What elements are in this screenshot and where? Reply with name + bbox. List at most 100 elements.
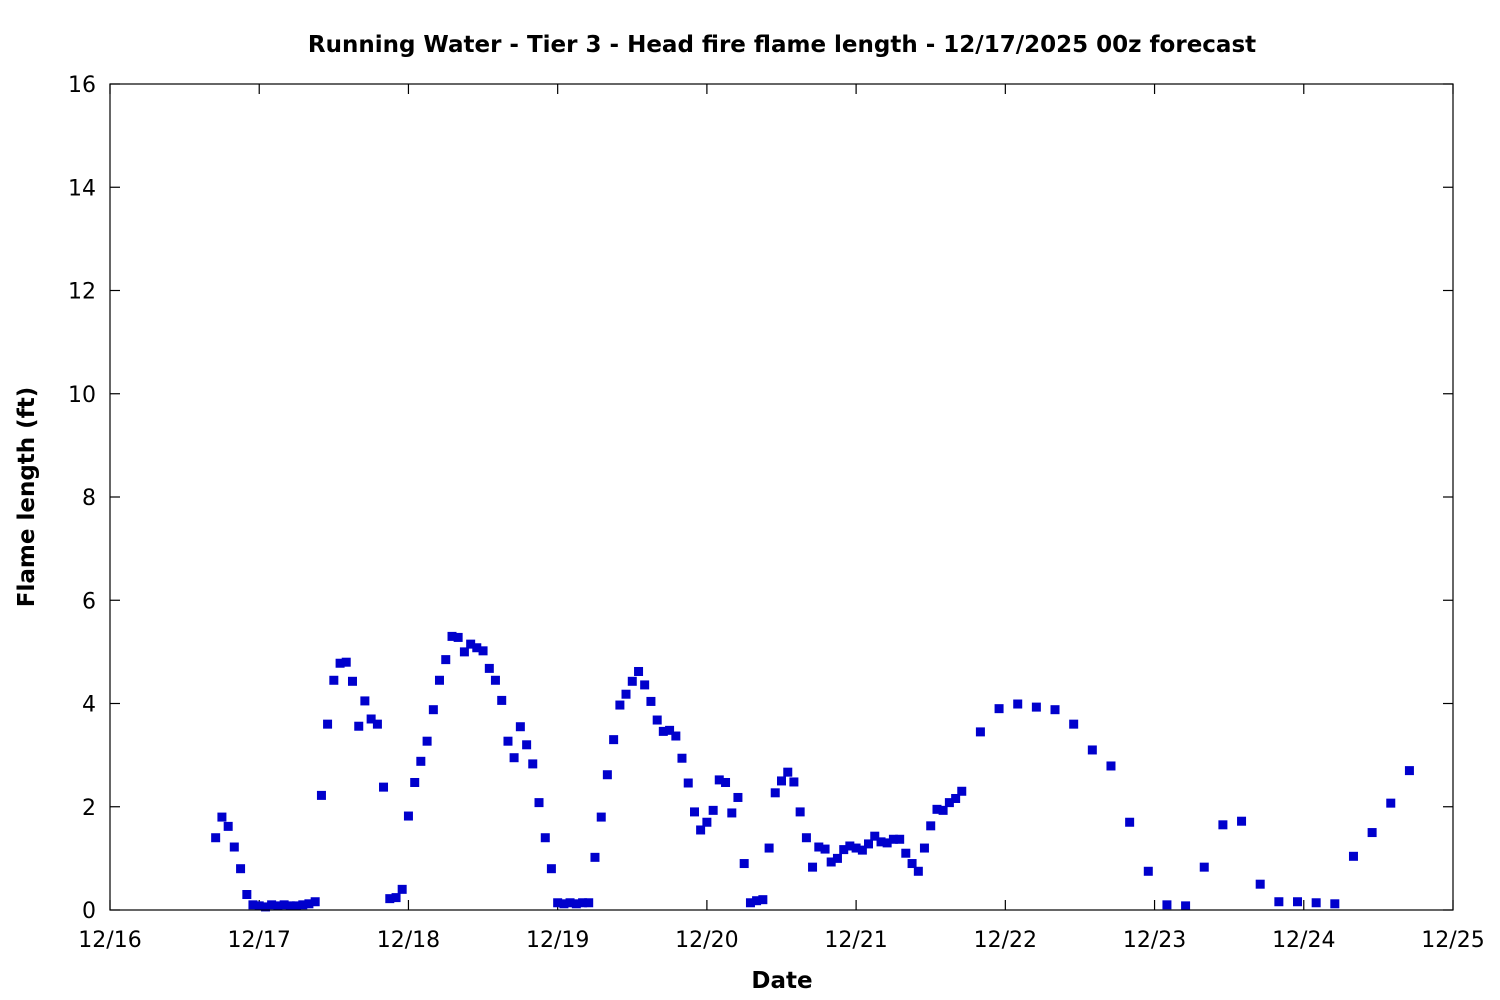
data-point [752, 896, 762, 906]
data-point [1050, 705, 1060, 715]
data-point [236, 864, 246, 874]
data-point [410, 777, 420, 787]
data-point [975, 727, 985, 737]
data-point [1199, 862, 1209, 872]
x-tick-label: 12/19 [526, 928, 589, 953]
data-point [1237, 816, 1247, 826]
data-point [434, 675, 444, 685]
data-point [441, 655, 451, 665]
y-axis-label: Flame length (ft) [14, 387, 40, 607]
data-point [584, 898, 594, 908]
data-point [1274, 897, 1284, 907]
data-point [341, 657, 351, 667]
data-point [472, 643, 482, 653]
y-tick-label: 0 [82, 899, 96, 924]
data-point [578, 898, 588, 908]
x-tick-label: 12/24 [1272, 928, 1335, 953]
data-point [913, 866, 923, 876]
data-point [223, 821, 233, 831]
data-point [260, 902, 270, 912]
data-point [565, 898, 575, 908]
data-point [366, 714, 376, 724]
data-point [851, 843, 861, 853]
data-point [459, 647, 469, 657]
data-point [211, 833, 221, 843]
data-point [658, 726, 668, 736]
data-point [882, 838, 892, 848]
data-point [553, 898, 563, 908]
data-point [596, 812, 606, 822]
data-point [528, 759, 538, 769]
data-point [490, 675, 500, 685]
data-point [640, 680, 650, 690]
y-tick-label: 10 [68, 383, 96, 408]
data-point [602, 770, 612, 780]
data-point [379, 782, 389, 792]
data-point [814, 842, 824, 852]
data-point [864, 839, 873, 849]
x-axis-label: Date [751, 968, 812, 994]
data-point [447, 631, 457, 641]
data-point [540, 833, 550, 843]
data-point [671, 731, 681, 741]
data-point [534, 798, 544, 808]
data-point [876, 837, 886, 847]
data-point [1293, 897, 1303, 907]
data-point [820, 844, 830, 854]
data-point [932, 804, 942, 814]
data-point [403, 811, 413, 821]
data-point [907, 859, 917, 869]
data-point [609, 735, 619, 745]
data-point [397, 884, 407, 894]
data-point [683, 778, 693, 788]
data-point [708, 805, 718, 815]
data-point [484, 663, 494, 673]
data-point [273, 901, 283, 911]
x-tick-label: 12/25 [1421, 928, 1484, 953]
data-point [422, 736, 432, 746]
data-point [919, 843, 929, 853]
x-tick-label: 12/18 [377, 928, 440, 953]
data-point [690, 807, 699, 817]
data-point [1348, 851, 1358, 861]
data-point [857, 845, 867, 855]
y-tick-label: 4 [82, 693, 96, 718]
data-point [721, 777, 731, 787]
data-point [938, 805, 948, 815]
data-point [1087, 745, 1097, 755]
data-point [522, 740, 532, 750]
data-point [1311, 898, 1321, 908]
data-point [503, 736, 513, 746]
data-point [832, 853, 842, 863]
data-point [1367, 828, 1377, 838]
data-point [1181, 901, 1191, 911]
data-point [298, 900, 308, 910]
data-point [739, 859, 749, 869]
data-point [267, 900, 277, 910]
data-point [391, 893, 401, 903]
data-point [497, 695, 507, 705]
data-point [895, 834, 905, 844]
data-point [901, 848, 911, 858]
data-point [1386, 798, 1396, 808]
data-point [1069, 719, 1079, 729]
data-point [994, 704, 1004, 714]
data-point [515, 722, 525, 732]
data-point [696, 825, 706, 835]
data-point [323, 719, 333, 729]
data-point [764, 843, 774, 853]
data-point [1013, 699, 1023, 709]
data-point [888, 834, 898, 844]
y-tick-label: 12 [68, 280, 96, 305]
x-tick-label: 12/17 [228, 928, 291, 953]
chart-title: Running Water - Tier 3 - Head fire flame… [308, 32, 1256, 58]
data-point [416, 756, 426, 766]
data-point [870, 831, 880, 841]
data-point [652, 715, 662, 725]
data-point [839, 845, 849, 855]
data-point [944, 798, 954, 808]
data-point [292, 901, 302, 911]
data-point [217, 812, 227, 822]
